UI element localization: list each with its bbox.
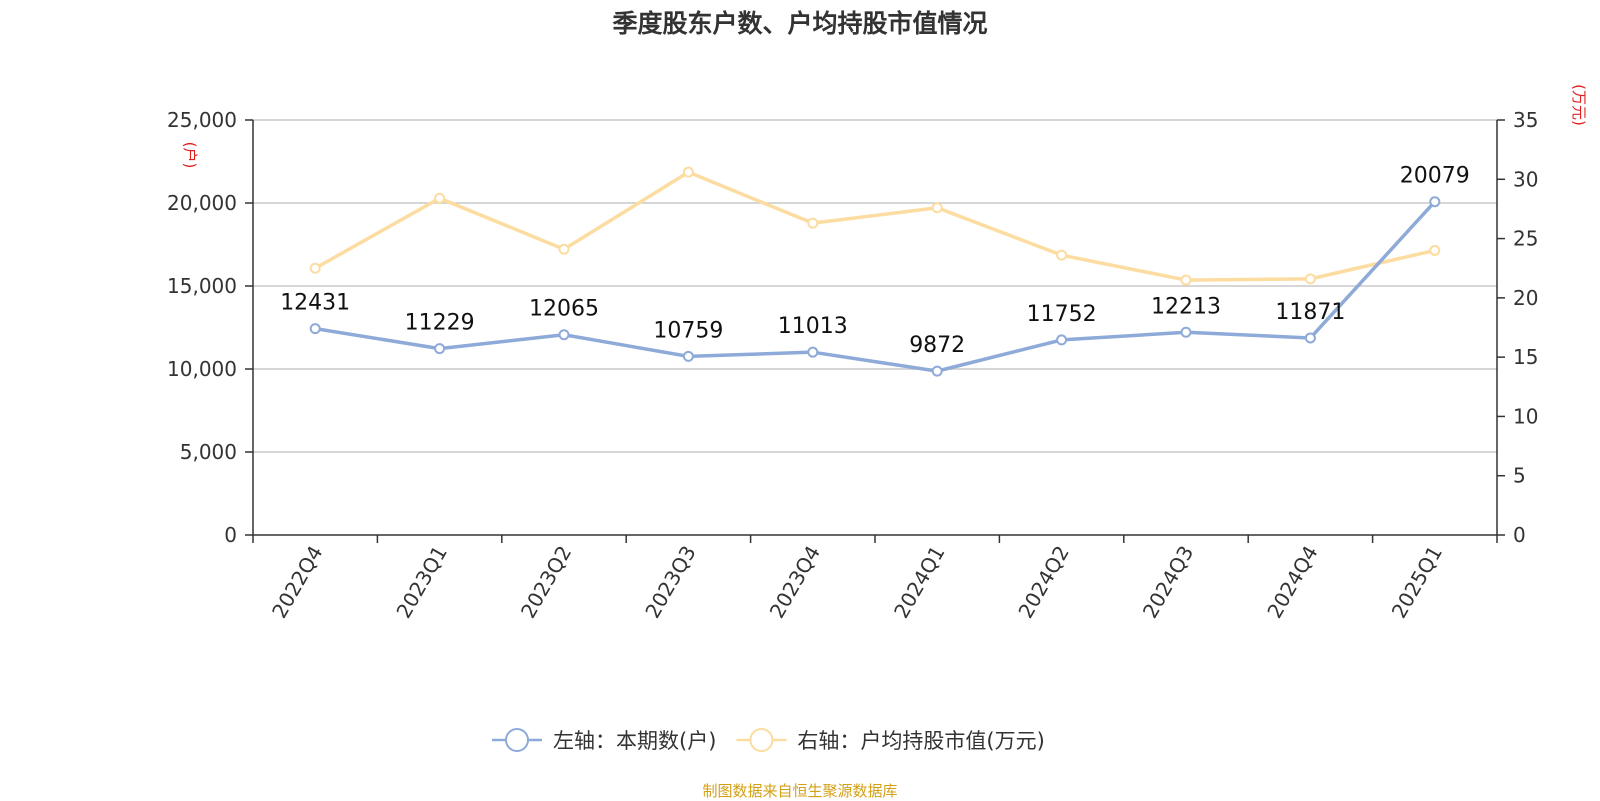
legend-label[interactable]: 左轴：本期数(户) <box>553 729 716 753</box>
line-chart: 05,00010,00015,00020,00025,0000510152025… <box>167 84 1588 753</box>
data-point[interactable] <box>1056 249 1068 261</box>
data-point[interactable] <box>931 365 943 377</box>
legend-marker-icon[interactable] <box>749 728 774 752</box>
data-label: 11013 <box>778 314 848 339</box>
data-label: 9872 <box>909 333 965 358</box>
x-tick-label: 2024Q3 <box>1138 542 1198 623</box>
x-tick-label: 2022Q4 <box>267 542 327 623</box>
data-label: 10759 <box>653 318 723 343</box>
gridlines <box>253 119 1497 453</box>
legend[interactable]: 左轴：本期数(户) 右轴：户均持股市值(万元) <box>492 728 1045 753</box>
data-label: 11752 <box>1027 302 1097 327</box>
data-label: 12431 <box>280 291 350 316</box>
data-point[interactable] <box>807 346 819 358</box>
data-point[interactable] <box>682 166 694 178</box>
right-tick-label: 5 <box>1513 464 1526 488</box>
data-point[interactable] <box>309 262 321 274</box>
x-tick-label: 2023Q3 <box>640 542 700 623</box>
data-label: 12065 <box>529 297 599 322</box>
left-tick-label: 5,000 <box>180 440 237 464</box>
right-tick-label: 25 <box>1513 227 1538 251</box>
data-labels: 12431 11229 12065 10759 11013 9872 11752 12213 1… <box>280 164 1470 358</box>
right-tick-label: 20 <box>1513 286 1538 310</box>
right-tick-label: 0 <box>1513 523 1526 547</box>
source-note: 制图数据来自恒生聚源数据库 <box>702 782 898 800</box>
data-point[interactable] <box>558 329 570 341</box>
x-tick-label: 2024Q4 <box>1262 542 1322 623</box>
series-line <box>314 200 1437 373</box>
series <box>309 166 1441 377</box>
chart-title: 季度股东户数、户均持股市值情况 <box>612 9 988 38</box>
data-point[interactable] <box>1304 332 1316 344</box>
data-label: 20079 <box>1400 164 1470 189</box>
data-point[interactable] <box>931 202 943 214</box>
data-label: 11229 <box>405 311 475 336</box>
legend-label[interactable]: 右轴：户均持股市值(万元) <box>797 729 1044 753</box>
data-point[interactable] <box>1304 273 1316 285</box>
x-tick-label: 2024Q2 <box>1013 542 1073 623</box>
axes: 05,00010,00015,00020,00025,0000510152025… <box>167 84 1588 622</box>
left-tick-label: 25,000 <box>167 108 237 132</box>
data-point[interactable] <box>558 243 570 255</box>
x-tick-label: 2023Q1 <box>391 542 451 623</box>
left-axis-unit: (户) <box>181 142 199 169</box>
right-tick-label: 10 <box>1513 404 1538 428</box>
left-tick-label: 10,000 <box>167 357 237 381</box>
data-point[interactable] <box>309 323 321 335</box>
right-axis-unit: (万元) <box>1570 84 1588 126</box>
right-tick-label: 15 <box>1513 345 1538 369</box>
data-point[interactable] <box>682 350 694 362</box>
data-point[interactable] <box>1429 196 1441 208</box>
data-point[interactable] <box>1429 244 1441 256</box>
data-point[interactable] <box>1056 334 1068 346</box>
x-tick-label: 2024Q1 <box>889 541 949 622</box>
x-tick-label: 2025Q1 <box>1387 542 1447 623</box>
x-tick-label: 2023Q2 <box>516 542 576 623</box>
series-line <box>314 170 1436 282</box>
left-tick-label: 20,000 <box>167 191 237 215</box>
left-tick-label: 15,000 <box>167 274 237 298</box>
data-point[interactable] <box>434 192 446 204</box>
right-tick-label: 35 <box>1513 108 1538 132</box>
data-point[interactable] <box>434 343 446 355</box>
right-tick-label: 30 <box>1513 167 1538 191</box>
x-tick-label: 2023Q4 <box>765 542 825 623</box>
legend-marker-icon[interactable] <box>505 728 529 752</box>
data-label: 11871 <box>1275 300 1345 325</box>
left-tick-label: 0 <box>224 523 237 547</box>
data-label: 12213 <box>1151 294 1221 319</box>
data-point[interactable] <box>807 217 819 229</box>
data-point[interactable] <box>1180 274 1192 286</box>
data-point[interactable] <box>1180 326 1192 338</box>
